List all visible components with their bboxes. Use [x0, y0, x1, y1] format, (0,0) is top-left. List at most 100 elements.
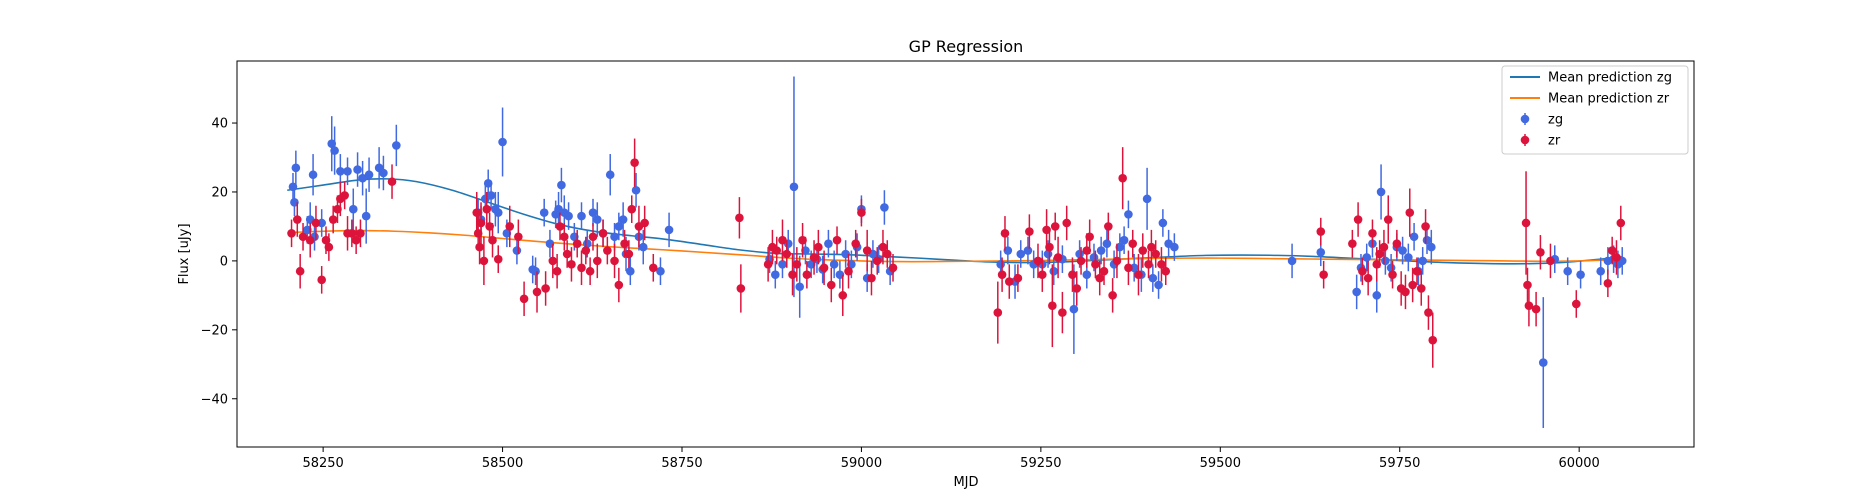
- zg-point: [343, 166, 352, 176]
- zg-point: [330, 146, 339, 155]
- zg-point: [1096, 246, 1106, 255]
- zr-point: [1068, 270, 1077, 279]
- zr-point: [1316, 227, 1326, 236]
- zr-point: [1546, 256, 1555, 266]
- y-tick-label: −40: [201, 392, 228, 407]
- zr-point: [630, 158, 639, 167]
- zr-point: [555, 222, 565, 231]
- zr-point: [1037, 270, 1047, 279]
- zr-point: [1416, 284, 1426, 293]
- y-tick-label: 40: [211, 117, 228, 132]
- zr-point: [588, 232, 598, 242]
- zr-point: [572, 239, 582, 248]
- zr-point: [567, 260, 576, 269]
- zg-point: [1362, 253, 1372, 262]
- x-tick-label: 59250: [1020, 456, 1061, 471]
- zr-point: [1363, 273, 1373, 283]
- x-axis-label: MJD: [953, 475, 978, 490]
- zr-point: [472, 208, 482, 217]
- zg-point: [539, 208, 549, 217]
- zr-point: [832, 235, 842, 245]
- zg-point: [771, 270, 780, 279]
- zg-point: [1142, 194, 1152, 204]
- zg-point: [1352, 287, 1361, 297]
- zr-point: [1524, 301, 1534, 310]
- zg-point: [1102, 239, 1112, 248]
- zg-point: [605, 170, 615, 180]
- zr-point: [1048, 301, 1057, 310]
- zr-points: [287, 138, 1626, 368]
- zr-point: [356, 229, 365, 238]
- zr-point: [1138, 246, 1148, 255]
- zg-point: [308, 170, 318, 180]
- zg-point: [1023, 246, 1033, 255]
- zr-point: [292, 215, 302, 224]
- x-tick-label: 58500: [482, 456, 523, 471]
- zr-point: [851, 239, 860, 248]
- zg-point: [795, 282, 805, 292]
- zr-point: [1000, 229, 1010, 238]
- zr-point: [559, 232, 569, 242]
- zr-point: [541, 284, 550, 293]
- zr-point: [1412, 266, 1422, 276]
- zr-point: [603, 246, 612, 255]
- zg-point: [348, 204, 358, 214]
- zr-point: [1607, 246, 1617, 255]
- zg-point: [564, 211, 573, 221]
- zr-point: [610, 256, 619, 266]
- zr-point: [287, 229, 296, 238]
- zg-point: [610, 232, 619, 242]
- zr-point: [1108, 291, 1117, 300]
- y-tick-label: 20: [211, 185, 228, 200]
- zg-point: [486, 191, 496, 200]
- zr-point: [1025, 227, 1034, 236]
- zg-point: [588, 208, 598, 217]
- zr-point: [562, 249, 572, 259]
- zr-point: [736, 284, 746, 293]
- zr-point: [1405, 208, 1415, 217]
- zr-point: [1571, 299, 1581, 309]
- zg-point: [1287, 256, 1297, 266]
- zr-point: [1353, 215, 1363, 224]
- zg-point: [638, 242, 648, 252]
- zg-point: [1398, 246, 1407, 255]
- zg-point: [493, 208, 503, 217]
- zr-point: [1147, 242, 1156, 252]
- zr-point: [351, 235, 361, 245]
- zr-point: [1128, 239, 1138, 248]
- zr-point: [1099, 266, 1109, 276]
- zg-point: [880, 203, 889, 212]
- legend-marker-swatch: [1520, 135, 1530, 145]
- zg-point: [1376, 187, 1386, 197]
- zr-point: [1424, 308, 1433, 317]
- zg-point: [531, 266, 540, 276]
- zr-point: [1062, 218, 1072, 228]
- y-tick-label: 0: [220, 254, 228, 269]
- zg-point: [557, 180, 566, 190]
- zr-point: [475, 242, 484, 252]
- zg-point: [829, 260, 839, 269]
- zg-point: [1158, 218, 1168, 228]
- zg-point: [498, 137, 507, 147]
- zr-point: [1112, 256, 1122, 266]
- zr-point: [1379, 242, 1389, 252]
- zg-point: [1082, 270, 1092, 279]
- zr-point: [488, 235, 497, 245]
- zg-point: [664, 225, 674, 235]
- zr-point: [857, 208, 866, 217]
- legend-label: zg: [1548, 113, 1563, 128]
- x-tick-label: 60000: [1558, 456, 1599, 471]
- zr-point: [1358, 266, 1367, 276]
- zr-point: [1392, 239, 1402, 248]
- zg-point: [631, 185, 641, 195]
- zr-point: [311, 218, 321, 228]
- zg-point: [336, 166, 345, 176]
- zr-point: [476, 218, 486, 228]
- zr-point: [1076, 256, 1086, 266]
- x-tick-label: 58750: [661, 456, 702, 471]
- zr-point: [505, 222, 515, 231]
- zr-point: [802, 270, 812, 279]
- zg-point: [614, 222, 624, 231]
- x-axis: 58250 58500 58750 59000 59250 59500 59750 60000: [302, 447, 1600, 471]
